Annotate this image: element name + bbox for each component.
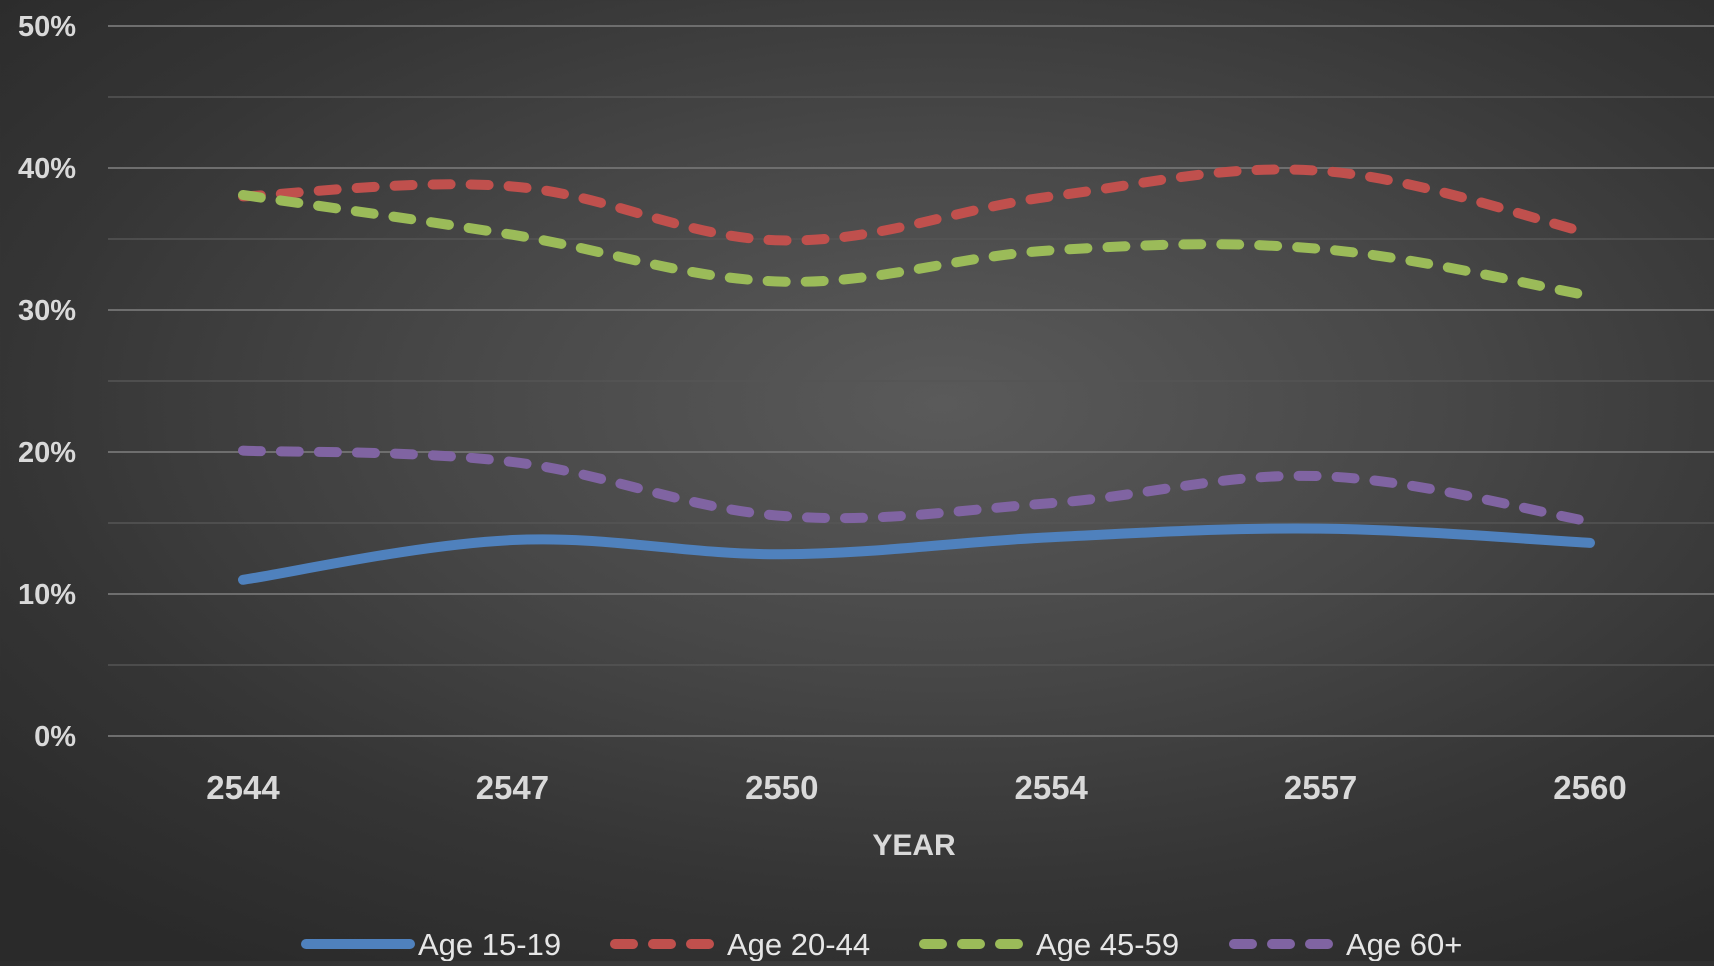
y-tick-label: 40% [18, 153, 76, 185]
y-tick-label: 0% [34, 721, 76, 753]
x-tick-label: 2550 [745, 769, 818, 806]
legend-label: Age 45-59 [1036, 927, 1179, 961]
legend-label: Age 15-19 [418, 927, 561, 961]
x-tick-label: 2557 [1284, 769, 1357, 806]
x-tick-label: 2547 [476, 769, 549, 806]
series-lines [243, 170, 1590, 580]
series-line-age-20-44 [243, 170, 1590, 241]
x-axis-tick-labels: 2544 2547 2550 2554 2557 2560 [206, 769, 1626, 806]
x-tick-label: 2544 [206, 769, 280, 806]
x-tick-label: 2554 [1014, 769, 1088, 806]
y-axis-tick-labels: 0% 10% 20% 30% 40% 50% [18, 11, 76, 753]
series-line-age-45-59 [243, 195, 1590, 296]
x-axis-title: YEAR [872, 829, 956, 862]
y-tick-label: 10% [18, 579, 76, 611]
y-tick-label: 20% [18, 437, 76, 469]
legend-label: Age 60+ [1346, 927, 1462, 961]
legend-label: Age 20-44 [727, 927, 870, 961]
y-tick-label: 50% [18, 11, 76, 43]
x-tick-label: 2560 [1553, 769, 1626, 806]
series-line-age-60 [243, 451, 1590, 522]
series-line-age-15-19 [243, 529, 1590, 580]
gridlines [108, 26, 1714, 736]
legend: Age 15-19 Age 20-44 Age 45-59 Age 60+ [306, 927, 1462, 961]
y-tick-label: 30% [18, 295, 76, 327]
